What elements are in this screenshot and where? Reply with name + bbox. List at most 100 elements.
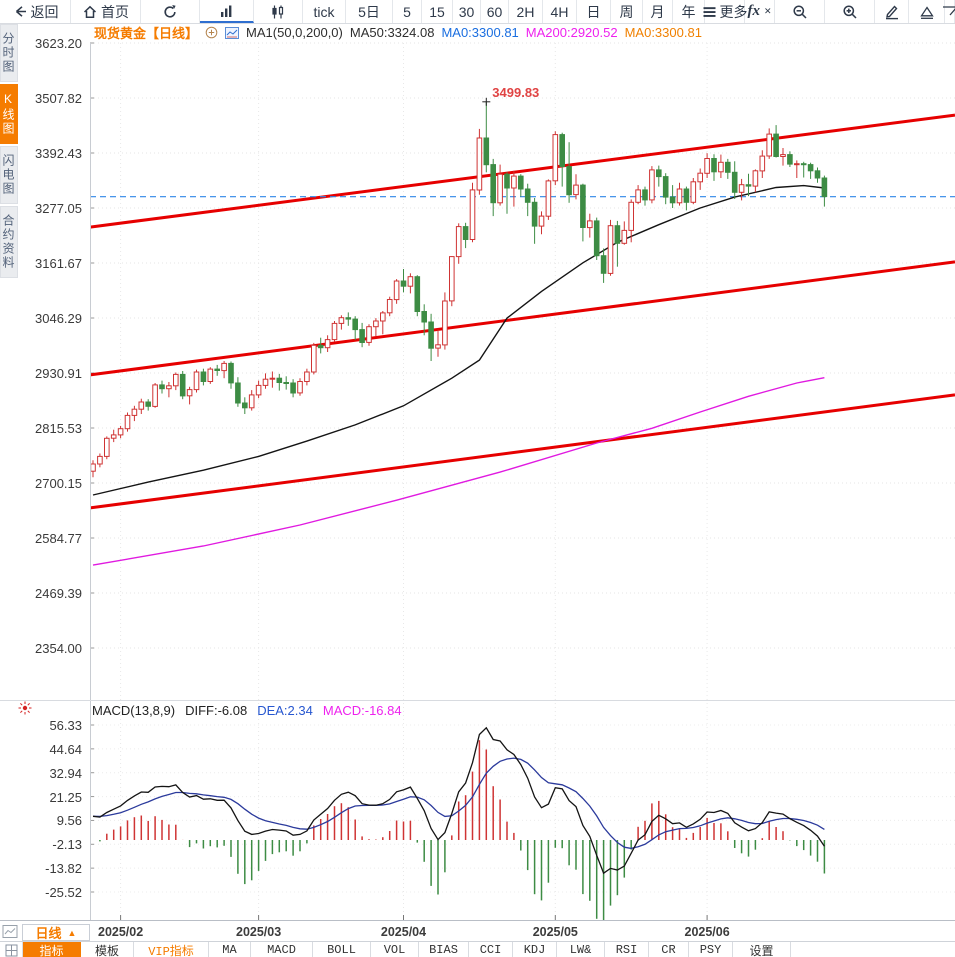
period-30m-button[interactable]: 30 <box>453 0 481 23</box>
bias-tab[interactable]: BIAS <box>419 942 469 957</box>
zoom-out-icon <box>792 4 808 20</box>
bar-chart-icon <box>219 3 235 19</box>
cci-tab[interactable]: CCI <box>469 942 513 957</box>
period-5m-button[interactable]: 5 <box>393 0 422 23</box>
macd-axis-label: -13.82 <box>45 861 82 877</box>
refresh-button[interactable] <box>141 0 200 23</box>
candle-chart-button[interactable] <box>254 0 303 23</box>
toolbar-item-label: 年 <box>681 3 696 20</box>
tick-button[interactable]: tick <box>303 0 346 23</box>
draw-more-button[interactable] <box>942 0 955 23</box>
price-axis-label: 3623.20 <box>35 36 82 51</box>
rsi-tab[interactable]: RSI <box>605 942 649 957</box>
date-axis-label: 2025/03 <box>236 925 282 939</box>
period-15m-button[interactable]: 15 <box>422 0 453 23</box>
period-year-button[interactable]: 年 <box>673 0 705 23</box>
indicator-bottom-bar: 指标 模板 VIP指标 MA MACD BOLL VOL BIAS CCI KDJ LW& RSI CR… <box>0 941 955 957</box>
menu-icon <box>702 4 717 20</box>
zoom-in-icon <box>842 4 858 20</box>
macd-macd-value: MACD:-16.84 <box>322 703 402 718</box>
ma50-value: MA50:3324.08 <box>349 25 435 40</box>
price-axis-label: 3392.43 <box>35 146 82 161</box>
vip-indicator-tab[interactable]: VIP指标 <box>134 942 209 957</box>
template-tab[interactable]: 模板 <box>81 942 134 957</box>
indicator-settings-icon[interactable] <box>18 701 32 718</box>
home-icon <box>82 4 98 20</box>
zoom-in-button[interactable] <box>825 0 875 23</box>
date-axis-label: 2025/06 <box>684 925 730 939</box>
chart-canvas[interactable]: 3499.83 <box>90 32 955 921</box>
indicator-tab[interactable]: 指标 <box>23 942 81 957</box>
price-axis-label: 3277.05 <box>35 201 82 216</box>
date-axis-label: 2025/02 <box>98 925 144 939</box>
symbol-title: 现货黄金【日线】 <box>94 26 199 41</box>
ma0-blue-value: MA0:3300.81 <box>441 25 519 40</box>
sidebar-tab-active[interactable]: K线图 <box>0 84 18 144</box>
date-axis-label: 2025/04 <box>380 925 427 939</box>
ma200-value: MA200:2920.52 <box>525 25 618 40</box>
period-day-button[interactable]: 日 <box>577 0 611 23</box>
period-4h-button[interactable]: 4H <box>543 0 577 23</box>
corner-chart-icon[interactable] <box>2 924 18 942</box>
cr-tab[interactable]: CR <box>649 942 689 957</box>
toolbar-item-label: 30 <box>458 3 475 20</box>
period-2h-button[interactable]: 2H <box>509 0 543 23</box>
more-button[interactable]: 更多 <box>702 0 748 23</box>
macd-axis-label: -25.52 <box>45 884 82 900</box>
macd-params-label: MACD(13,8,9) <box>92 703 176 718</box>
back-button[interactable]: 返回 <box>0 0 71 23</box>
zoom-out-button[interactable] <box>775 0 825 23</box>
svg-text:3499.83: 3499.83 <box>492 85 539 100</box>
period-selector-label: 日线 <box>35 926 62 941</box>
lw-tab[interactable]: LW& <box>557 942 605 957</box>
ma-tab[interactable]: MA <box>209 942 251 957</box>
kdj-tab[interactable]: KDJ <box>513 942 557 957</box>
toolbar-item-label: 首页 <box>101 3 129 20</box>
toolbar-item-label: 5 <box>403 3 411 20</box>
toolbar-item-label: 60 <box>486 3 503 20</box>
macd-axis-label: 32.94 <box>49 765 82 781</box>
period-selector-button[interactable]: 日线 ▲ <box>22 924 90 941</box>
toolbar-item-label: 更多 <box>719 3 748 20</box>
psy-tab[interactable]: PSY <box>689 942 733 957</box>
macd-axis-label: -2.13 <box>52 837 82 853</box>
period-60m-button[interactable]: 60 <box>481 0 509 23</box>
price-axis-label: 2584.77 <box>35 531 82 546</box>
price-axis-label: 3507.82 <box>35 91 82 106</box>
ma-settings-label: MA1(50,0,200,0) <box>246 25 343 40</box>
formula-button[interactable]: fx ✕ <box>745 0 775 23</box>
sidebar-tab-item[interactable]: 合约资料 <box>0 206 18 278</box>
macd-axis-label: 9.56 <box>56 813 82 829</box>
period-month-button[interactable]: 月 <box>643 0 673 23</box>
price-axis-label: 2930.91 <box>35 366 82 381</box>
price-axis-label: 2700.15 <box>35 476 82 491</box>
period-week-button[interactable]: 周 <box>611 0 643 23</box>
grid-icon[interactable] <box>0 942 23 957</box>
home-button[interactable]: 首页 <box>71 0 141 23</box>
macd-axis-label: 21.25 <box>49 789 82 805</box>
panel-separator <box>0 700 955 701</box>
draw-triangle-button[interactable] <box>909 0 945 23</box>
period-5d-button[interactable]: 5日 <box>346 0 393 23</box>
mini-chart-icon[interactable] <box>225 26 240 39</box>
ma0-orange-value: MA0:3300.81 <box>624 25 702 40</box>
back-arrow-icon <box>12 4 28 20</box>
refresh-icon <box>162 4 178 20</box>
toolbar-item-label: 周 <box>619 3 634 20</box>
vol-tab[interactable]: VOL <box>371 942 419 957</box>
draw-pencil-button[interactable] <box>875 0 909 23</box>
toolbar-item-label: 日 <box>586 3 601 20</box>
candle-chart-icon <box>270 4 286 20</box>
settings-tab[interactable]: 设置 <box>733 942 791 957</box>
price-axis-label: 2815.53 <box>35 421 82 436</box>
price-axis-label: 3046.29 <box>35 311 82 326</box>
pencil-icon <box>884 3 900 20</box>
boll-tab[interactable]: BOLL <box>313 942 371 957</box>
link-toggle-icon[interactable] <box>205 26 218 39</box>
bar-chart-button[interactable] <box>200 0 254 23</box>
price-axis-label: 3161.67 <box>35 256 82 271</box>
sidebar-tab-item[interactable]: 分时图 <box>0 24 18 82</box>
sidebar-tab-item[interactable]: 闪电图 <box>0 146 18 204</box>
macd-diff-value: DIFF:-6.08 <box>185 703 248 718</box>
macd-tab[interactable]: MACD <box>251 942 313 957</box>
